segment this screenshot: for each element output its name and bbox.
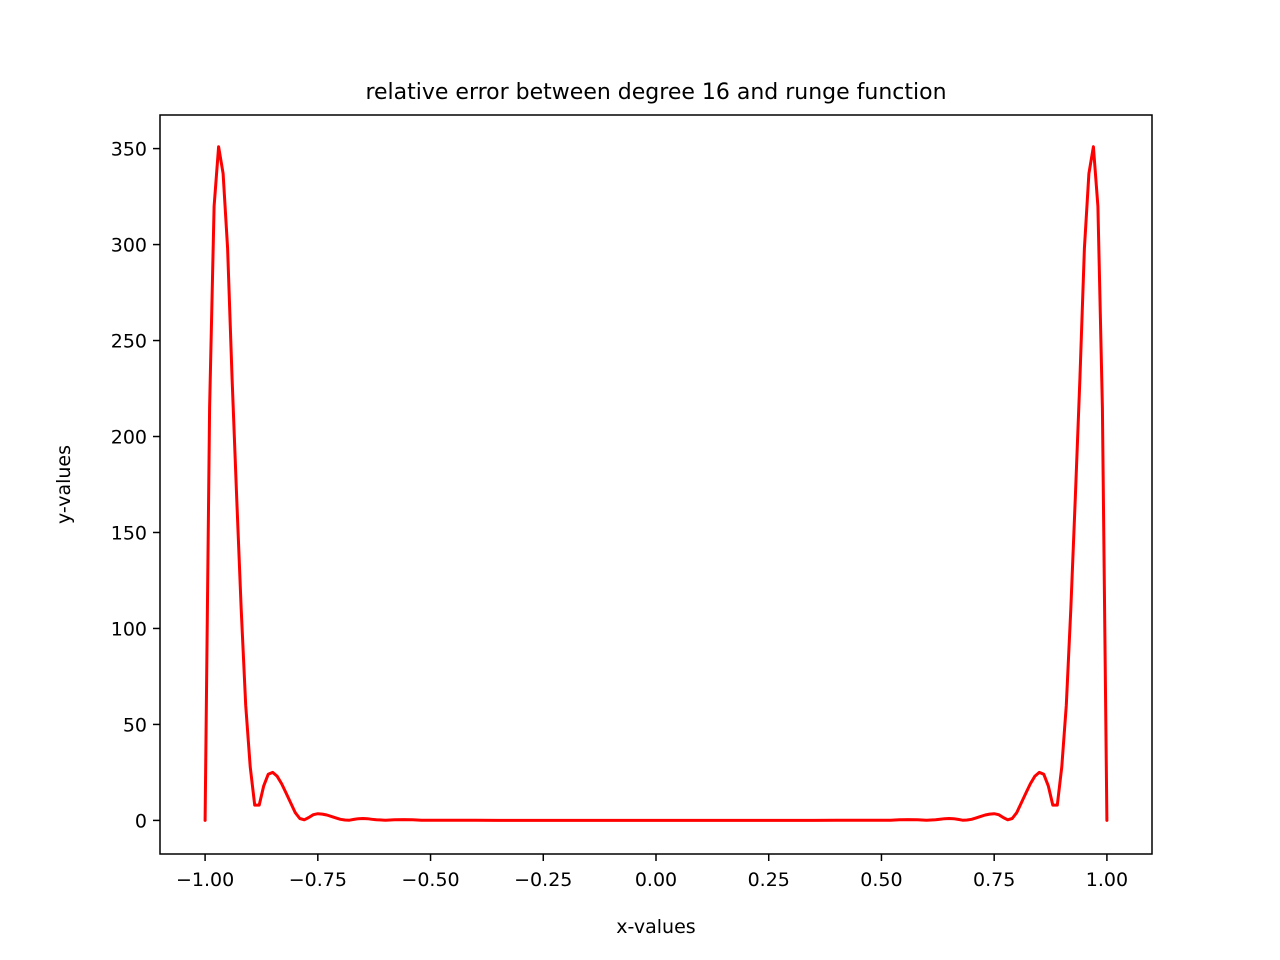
x-tick-label: −1.00 — [176, 869, 234, 891]
plot-frame — [159, 114, 1153, 855]
y-tick-label: 150 — [111, 522, 147, 544]
x-tick-label: 0.00 — [635, 869, 677, 891]
y-axis-label: y-values — [53, 445, 75, 524]
y-tick-label: 300 — [111, 235, 147, 257]
x-tick-label: −0.75 — [289, 869, 347, 891]
y-tick-label: 100 — [111, 618, 147, 640]
y-axis-ticks: 0 50 100 150 200 250 300 350 — [111, 139, 160, 832]
x-tick-label: 0.75 — [973, 869, 1015, 891]
series-line — [203, 145, 1109, 822]
plot-area — [203, 145, 1109, 822]
y-tick-label: 350 — [111, 139, 147, 161]
y-tick-label: 200 — [111, 427, 147, 449]
x-axis-ticks: −1.00 −0.75 −0.50 −0.25 0.00 0.25 0.50 0.75 1.00 — [176, 854, 1128, 891]
y-tick-label: 50 — [123, 714, 147, 736]
y-tick-label: 250 — [111, 331, 147, 353]
x-tick-label: 0.50 — [860, 869, 902, 891]
y-tick-label: 0 — [135, 810, 147, 832]
x-tick-label: −0.25 — [514, 869, 572, 891]
x-tick-label: −0.50 — [401, 869, 459, 891]
x-tick-label: 0.25 — [748, 869, 790, 891]
x-axis-label: x-values — [616, 916, 695, 938]
x-tick-label: 1.00 — [1086, 869, 1128, 891]
chart-title: relative error between degree 16 and run… — [365, 80, 946, 105]
